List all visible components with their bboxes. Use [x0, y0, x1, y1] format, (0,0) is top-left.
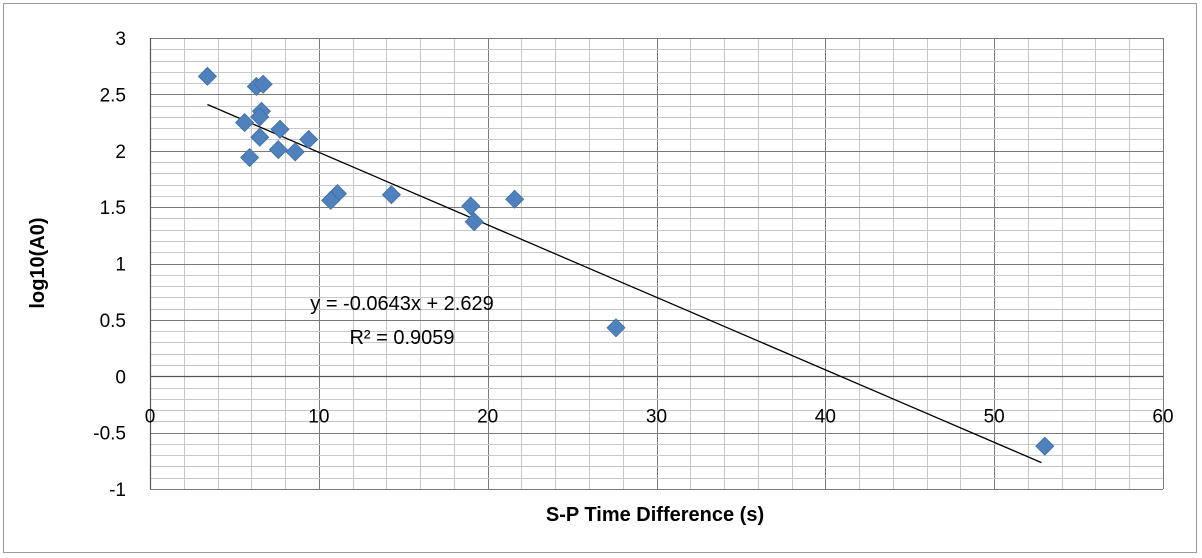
data-point	[250, 127, 270, 147]
data-point	[234, 112, 255, 133]
data-point	[321, 190, 341, 210]
data-point	[285, 142, 305, 162]
trendline-layer	[207, 103, 1042, 464]
data-point	[250, 107, 270, 127]
x-tick-label: 50	[984, 406, 1005, 427]
x-tick-label: 10	[308, 406, 329, 427]
x-tick-labels: 0 10 20 30 40 50 60	[145, 406, 1174, 427]
x-tick-label: 0	[145, 406, 156, 427]
y-tick-label: 1	[115, 255, 126, 276]
data-point	[381, 185, 401, 205]
x-tick-label: 30	[646, 406, 667, 427]
y-tick-labels: 3 2.5 2 1.5 1 0.5 0 -0.5 -1	[93, 29, 126, 501]
x-axis-title: S-P Time Difference (s)	[546, 504, 764, 526]
data-point	[268, 140, 288, 160]
data-point	[240, 147, 260, 168]
data-point	[299, 129, 319, 150]
y-tick-label: 1.5	[100, 198, 126, 219]
trendline-equation: y = -0.0643x + 2.629	[310, 293, 493, 315]
data-points	[197, 66, 1055, 456]
y-tick-label: 0	[115, 367, 126, 388]
linear-trendline	[207, 103, 1042, 464]
gridlines	[149, 38, 1164, 490]
y-axis-title: log10(A0)	[27, 217, 49, 308]
data-point	[606, 318, 626, 338]
y-tick-label: 2.5	[100, 85, 126, 106]
y-tick-label: 2	[115, 142, 126, 163]
x-tick-label: 20	[477, 406, 498, 427]
data-point	[197, 66, 217, 86]
data-point	[253, 74, 273, 94]
data-point	[464, 212, 484, 232]
trendline-r-squared: R² = 0.9059	[349, 327, 454, 349]
data-point	[270, 119, 290, 139]
y-tick-label: 3	[115, 29, 126, 50]
x-tick-label: 60	[1152, 406, 1173, 427]
y-tick-label: 0.5	[100, 311, 126, 332]
data-point	[1035, 436, 1055, 456]
x-tick-label: 40	[815, 406, 836, 427]
data-point	[505, 189, 525, 209]
data-point	[461, 196, 481, 216]
y-tick-label: -0.5	[93, 424, 126, 445]
y-tick-label: -1	[109, 480, 126, 501]
